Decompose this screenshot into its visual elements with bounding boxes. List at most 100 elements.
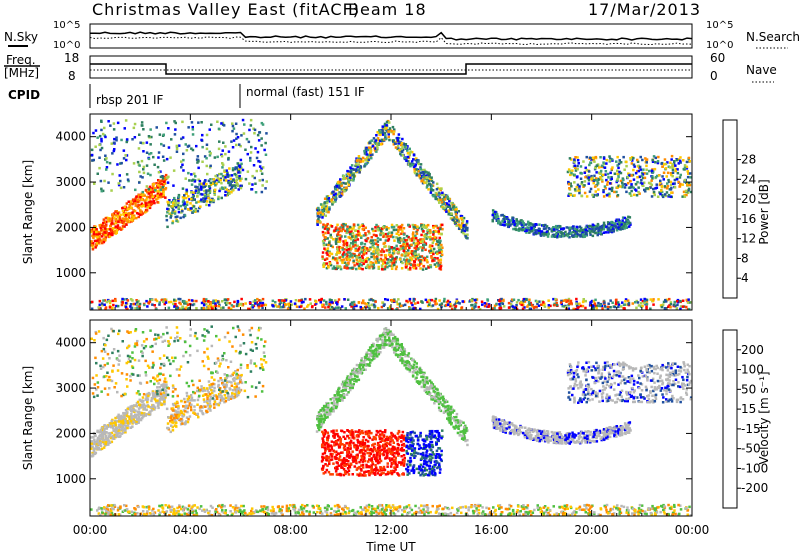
range-cell xyxy=(114,220,118,223)
range-cell xyxy=(392,225,396,229)
range-cell xyxy=(439,265,442,268)
range-cell xyxy=(406,257,409,261)
range-cell xyxy=(362,234,366,237)
range-cell xyxy=(132,210,136,213)
range-cell xyxy=(643,172,646,175)
range-cell xyxy=(600,178,604,182)
range-cell xyxy=(357,155,361,158)
range-cell xyxy=(316,221,319,225)
range-cell xyxy=(403,156,406,160)
range-cell xyxy=(160,298,163,302)
range-cell xyxy=(392,249,396,253)
range-cell xyxy=(433,258,436,261)
range-cell xyxy=(129,303,133,306)
range-cell xyxy=(91,242,95,245)
range-cell xyxy=(282,301,286,304)
range-cell xyxy=(359,307,363,310)
range-cell xyxy=(575,300,578,304)
range-cell xyxy=(637,190,640,194)
range-cell xyxy=(477,305,480,309)
range-cell xyxy=(412,299,415,303)
range-cell xyxy=(342,181,345,185)
range-cell xyxy=(138,133,141,136)
range-cell xyxy=(200,198,203,201)
range-cell xyxy=(327,197,331,200)
range-cell xyxy=(636,160,640,163)
range-cell xyxy=(557,230,561,233)
range-cell xyxy=(427,303,431,307)
range-cell xyxy=(670,173,673,177)
range-cell xyxy=(599,156,602,159)
range-cell xyxy=(353,264,356,267)
range-cell xyxy=(432,247,436,251)
range-cell xyxy=(184,207,187,210)
range-cell xyxy=(375,223,378,227)
range-cell xyxy=(439,198,443,202)
range-cell xyxy=(560,233,563,236)
range-cell xyxy=(198,179,202,183)
range-cell xyxy=(664,162,668,166)
range-cell xyxy=(683,166,687,170)
range-cell xyxy=(198,183,201,186)
range-cell xyxy=(537,227,541,230)
range-cell xyxy=(200,301,204,305)
range-cell xyxy=(592,307,595,310)
range-cell xyxy=(274,304,277,307)
range-cell xyxy=(462,227,465,230)
range-cell xyxy=(329,263,333,267)
range-cell xyxy=(419,166,422,169)
range-cell xyxy=(341,190,345,193)
range-cell xyxy=(145,394,148,397)
range-cell xyxy=(419,267,422,270)
range-cell xyxy=(391,251,395,255)
range-cell xyxy=(163,298,167,301)
range-cell xyxy=(174,203,178,206)
range-cell xyxy=(361,256,364,260)
range-cell xyxy=(521,304,525,307)
range-cell xyxy=(372,229,375,233)
range-cell xyxy=(621,183,624,187)
range-cell xyxy=(140,124,144,127)
range-cell xyxy=(98,166,101,170)
range-cell xyxy=(326,200,329,203)
range-cell xyxy=(180,307,183,310)
range-cell xyxy=(180,160,183,163)
range-cell xyxy=(505,223,508,226)
range-cell xyxy=(385,262,388,265)
range-cell xyxy=(671,166,674,169)
range-cell xyxy=(653,167,657,171)
range-cell xyxy=(421,268,425,271)
range-cell xyxy=(309,302,312,305)
range-cell xyxy=(230,186,234,189)
range-cell xyxy=(182,152,185,156)
range-cell xyxy=(210,123,213,126)
range-cell xyxy=(352,300,356,304)
range-cell xyxy=(99,179,103,183)
range-cell xyxy=(670,186,673,190)
range-cell xyxy=(239,186,243,190)
range-cell xyxy=(617,184,620,188)
range-cell xyxy=(345,231,348,235)
range-cell xyxy=(412,297,416,301)
range-cell xyxy=(179,204,182,208)
range-cell xyxy=(664,300,668,303)
range-cell xyxy=(191,128,195,131)
range-cell xyxy=(602,173,605,177)
range-cell xyxy=(259,169,263,172)
range-cell xyxy=(431,250,435,253)
range-cell xyxy=(625,217,628,221)
range-cell xyxy=(193,172,196,175)
range-cell xyxy=(92,436,95,439)
range-cell xyxy=(574,166,577,170)
range-cell xyxy=(338,227,341,230)
range-cell xyxy=(352,175,356,178)
range-cell xyxy=(413,264,417,267)
range-cell xyxy=(340,182,343,185)
range-cell xyxy=(537,304,541,307)
range-cell xyxy=(129,203,132,206)
range-cell xyxy=(286,307,290,310)
range-cell xyxy=(157,401,161,405)
range-cell xyxy=(355,267,358,271)
range-cell xyxy=(168,201,171,204)
range-cell xyxy=(406,262,409,266)
